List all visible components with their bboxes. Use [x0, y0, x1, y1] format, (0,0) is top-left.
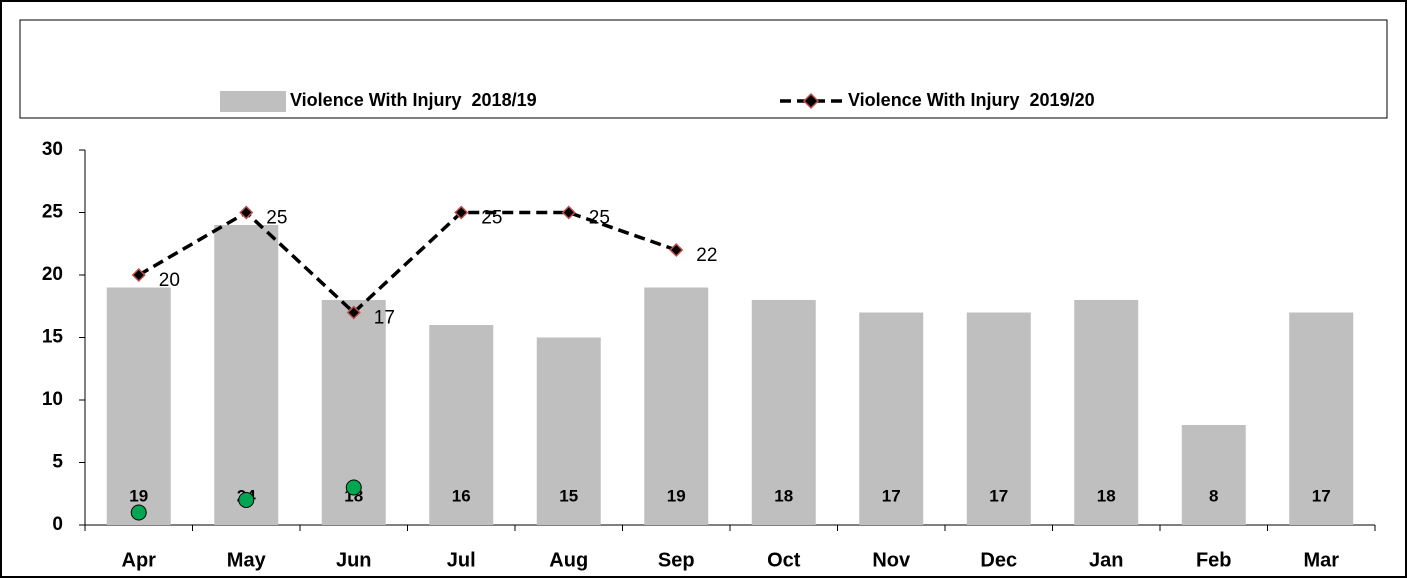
x-tick-label: Oct	[767, 549, 801, 571]
legend-label: Violence With Injury 2018/19	[290, 90, 537, 110]
line-marker	[454, 205, 469, 220]
bar	[1074, 300, 1139, 525]
point	[345, 479, 362, 496]
bar-value-label: 17	[989, 486, 1008, 505]
y-tick-label: 5	[52, 452, 63, 473]
bar	[966, 312, 1031, 525]
y-tick-label: 30	[42, 139, 63, 160]
x-tick-label: Aug	[549, 549, 588, 571]
line-marker	[561, 205, 576, 220]
bar-value-label: 18	[774, 486, 793, 505]
bar	[644, 287, 709, 525]
y-tick-label: 15	[42, 327, 64, 348]
line-value-label: 25	[589, 208, 610, 229]
bar	[214, 225, 279, 525]
line-marker	[346, 305, 361, 320]
legend-marker	[802, 92, 820, 110]
x-tick-label: Apr	[122, 549, 157, 571]
line-value-label: 17	[374, 308, 395, 329]
y-tick-label: 0	[52, 514, 63, 535]
x-tick-label: Jan	[1089, 549, 1123, 571]
bar	[536, 337, 601, 525]
bar-value-label: 17	[882, 486, 901, 505]
bar-value-label: 19	[129, 486, 148, 505]
bar-value-label: 8	[1209, 486, 1218, 505]
line-value-label: 25	[481, 208, 502, 229]
y-tick-label: 20	[42, 264, 63, 285]
bar-value-label: 16	[452, 486, 471, 505]
line-marker	[131, 267, 146, 283]
y-tick-label: 10	[42, 389, 63, 410]
y-tick-label: 25	[42, 202, 64, 223]
x-tick-label: Jul	[447, 549, 476, 571]
line-value-label: 20	[159, 270, 180, 291]
line-value-label: 25	[266, 208, 287, 229]
x-tick-label: May	[227, 549, 267, 571]
legend-label: Violence With Injury 2019/20	[848, 90, 1095, 110]
line-marker	[239, 205, 254, 220]
bar	[1181, 425, 1246, 525]
x-tick-label: Jun	[336, 549, 372, 571]
bar-value-label: 19	[667, 486, 686, 505]
legend-swatch	[220, 91, 286, 112]
bar	[1289, 312, 1354, 525]
bar-value-label: 17	[1312, 486, 1331, 505]
point	[238, 492, 255, 508]
line-marker	[669, 242, 684, 258]
bar-value-label: 15	[559, 486, 578, 505]
bar-value-label: 18	[1097, 486, 1116, 505]
bar	[106, 287, 171, 525]
bar	[751, 300, 816, 525]
point	[130, 504, 147, 521]
bar	[859, 312, 924, 525]
x-tick-label: Sep	[658, 549, 695, 571]
line	[137, 210, 677, 315]
x-tick-label: Nov	[872, 549, 911, 571]
x-tick-label: Mar	[1303, 549, 1339, 571]
x-tick-label: Feb	[1196, 549, 1232, 571]
line-value-label: 22	[696, 245, 717, 266]
bar	[429, 325, 494, 525]
x-tick-label: Dec	[980, 549, 1017, 571]
